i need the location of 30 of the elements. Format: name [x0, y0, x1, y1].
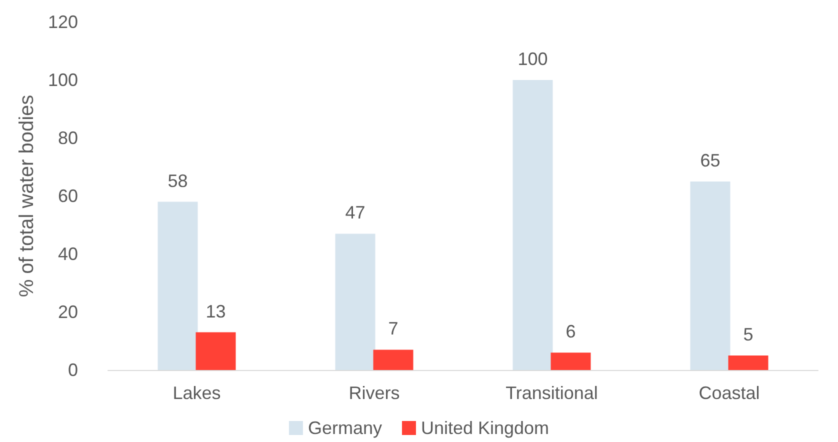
bar	[158, 202, 198, 370]
data-label: 5	[743, 324, 754, 344]
data-label: 6	[566, 322, 576, 342]
x-tick-label: Rivers	[348, 383, 400, 403]
y-tick-label: 120	[48, 12, 78, 32]
legend-label: United Kingdom	[420, 418, 550, 438]
legend-label: Germany	[308, 418, 382, 438]
data-label: 65	[700, 150, 720, 170]
y-tick-label: 80	[58, 128, 78, 148]
data-label: 13	[206, 301, 226, 322]
bar	[728, 356, 768, 370]
bar	[373, 350, 414, 370]
y-tick-label: 0	[68, 360, 78, 380]
bar	[690, 182, 730, 370]
y-tick-label: 20	[58, 302, 78, 322]
bar	[196, 332, 236, 370]
bar	[550, 352, 591, 370]
y-axis-title: % of total water bodies	[16, 94, 38, 298]
bar	[335, 234, 376, 370]
y-tick-label: 100	[48, 70, 78, 90]
data-label: 47	[345, 202, 366, 223]
data-label: 58	[168, 170, 188, 191]
y-tick-label: 40	[58, 244, 78, 264]
data-label: 100	[518, 49, 548, 69]
y-tick-label: 60	[58, 186, 78, 206]
x-tick-label: Coastal	[698, 383, 760, 403]
data-label: 7	[388, 318, 398, 339]
x-tick-label: Lakes	[172, 383, 221, 403]
bar	[512, 80, 553, 370]
x-tick-label: Transitional	[506, 383, 598, 403]
